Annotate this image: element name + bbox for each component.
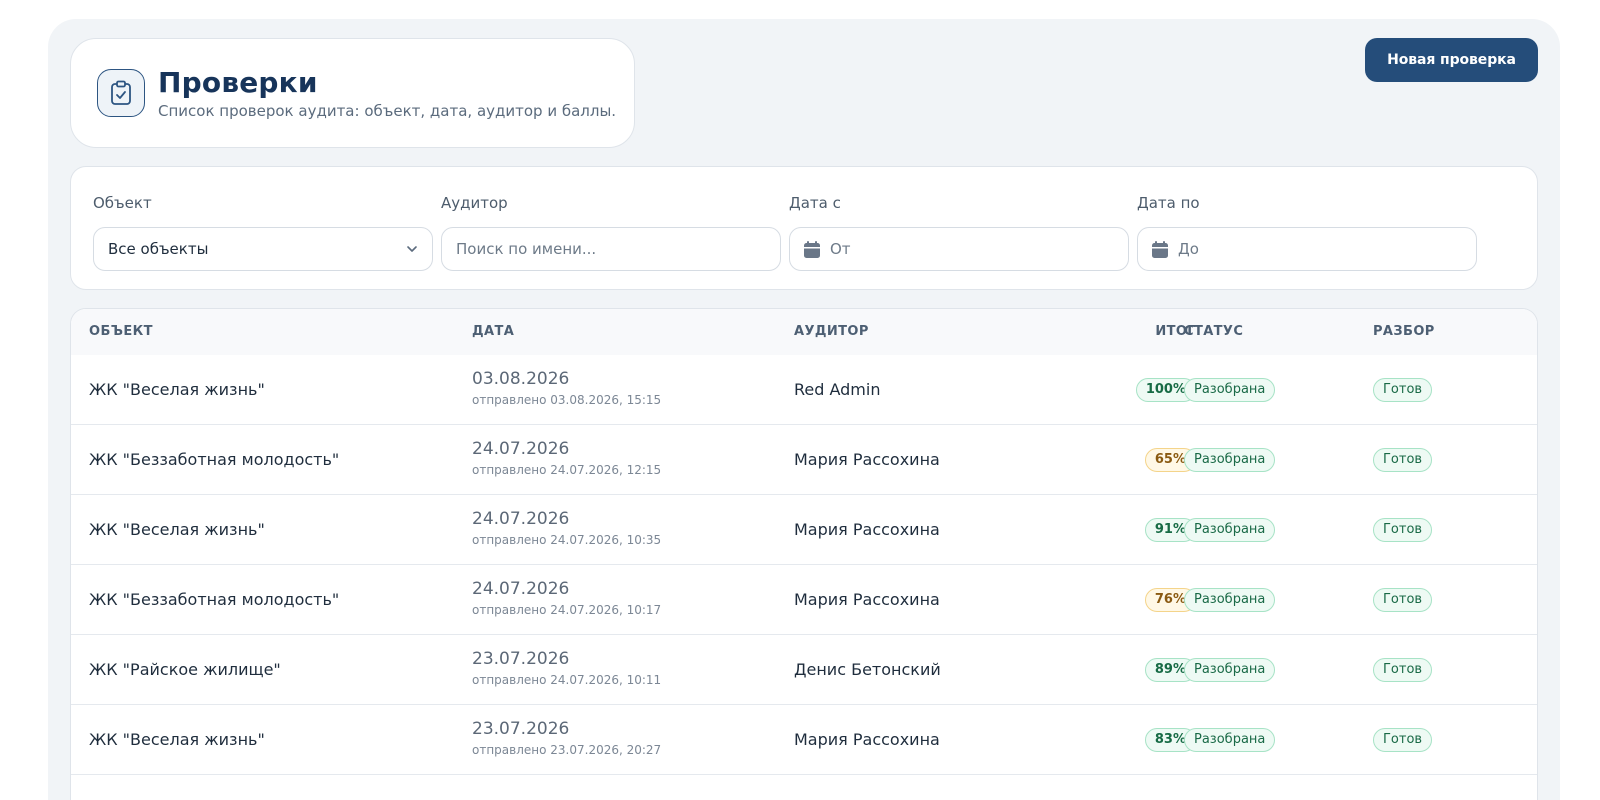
row-auditor: Мария Рассохина	[794, 730, 940, 749]
auditor-search-input[interactable]	[456, 240, 766, 258]
column-header-auditor[interactable]: АУДИТОР	[794, 324, 869, 339]
table-row[interactable]: ЖК "Райское жилище" 23.07.2026 отправлен…	[71, 635, 1537, 705]
page-content: Проверки Список проверок аудита: объект,…	[70, 38, 1538, 800]
clipboard-check-icon	[97, 69, 145, 117]
row-sent-time: отправлено 24.07.2026, 10:17	[472, 603, 662, 617]
row-date-cell: 23.07.2026 отправлено 24.07.2026, 10:11	[472, 649, 661, 687]
row-review-cell: Готов	[1373, 658, 1433, 682]
audits-table: ОБЪЕКТ ДАТА АУДИТОР ИТОГ СТАТУС РАЗБОР Ж…	[70, 308, 1538, 800]
row-auditor: Мария Рассохина	[794, 520, 940, 539]
row-review-cell: Готов	[1373, 378, 1433, 402]
row-status-cell: Разобрана	[1184, 588, 1276, 612]
row-object: ЖК "Веселая жизнь"	[89, 520, 265, 539]
review-badge: Готов	[1373, 378, 1433, 402]
review-badge: Готов	[1373, 658, 1433, 682]
calendar-icon	[804, 240, 820, 258]
column-header-review[interactable]: РАЗБОР	[1373, 324, 1435, 339]
new-audit-button[interactable]: Новая проверка	[1365, 38, 1538, 82]
filter-date-to-label: Дата по	[1137, 194, 1200, 212]
chevron-down-icon	[406, 242, 418, 256]
row-object: ЖК "Веселая жизнь"	[89, 730, 265, 749]
row-date-cell: 24.07.2026 отправлено 24.07.2026, 10:17	[472, 579, 661, 617]
row-date: 24.07.2026	[472, 579, 570, 599]
row-auditor: Red Admin	[794, 380, 881, 399]
calendar-icon	[1152, 240, 1168, 258]
review-badge: Готов	[1373, 448, 1433, 472]
filter-date-from: Дата с	[789, 193, 1129, 271]
column-header-object[interactable]: ОБЪЕКТ	[89, 324, 153, 339]
row-sent-time: отправлено 03.08.2026, 15:15	[472, 393, 662, 407]
row-review-cell: Готов	[1373, 448, 1433, 472]
row-object: ЖК "Веселая жизнь"	[89, 380, 265, 399]
row-review-cell: Готов	[1373, 518, 1433, 542]
row-date: 24.07.2026	[472, 439, 570, 459]
row-sent-time: отправлено 24.07.2026, 10:35	[472, 533, 662, 547]
auditor-search-field	[441, 227, 781, 271]
status-badge: Разобрана	[1184, 728, 1276, 752]
filter-auditor-label: Аудитор	[441, 194, 508, 212]
row-auditor: Денис Бетонский	[794, 660, 941, 679]
column-header-score[interactable]: ИТОГ	[1155, 324, 1196, 339]
table-header: ОБЪЕКТ ДАТА АУДИТОР ИТОГ СТАТУС РАЗБОР	[71, 309, 1537, 355]
row-date: 24.07.2026	[472, 509, 570, 529]
column-header-status[interactable]: СТАТУС	[1184, 324, 1244, 339]
column-header-date[interactable]: ДАТА	[472, 324, 515, 339]
row-status-cell: Разобрана	[1184, 378, 1276, 402]
row-sent-time: отправлено 24.07.2026, 10:11	[472, 673, 662, 687]
row-status-cell: Разобрана	[1184, 728, 1276, 752]
table-row[interactable]: ЖК "Беззаботная молодость" 24.07.2026 от…	[71, 565, 1537, 635]
review-badge: Готов	[1373, 518, 1433, 542]
row-auditor: Мария Рассохина	[794, 450, 940, 469]
row-date-cell: 24.07.2026 отправлено 24.07.2026, 10:35	[472, 509, 661, 547]
object-select-value: Все объекты	[108, 240, 209, 258]
date-from-input[interactable]	[830, 240, 1114, 258]
row-date-cell: 24.07.2026 отправлено 24.07.2026, 12:15	[472, 439, 661, 477]
status-badge: Разобрана	[1184, 378, 1276, 402]
row-date: 23.07.2026	[472, 719, 570, 739]
status-badge: Разобрана	[1184, 518, 1276, 542]
table-row[interactable]: ЖК "Веселая жизнь" 03.08.2026 отправлено…	[71, 355, 1537, 425]
row-review-cell: Готов	[1373, 588, 1433, 612]
filter-date-from-label: Дата с	[789, 194, 841, 212]
date-to-input[interactable]	[1178, 240, 1462, 258]
table-body: ЖК "Веселая жизнь" 03.08.2026 отправлено…	[71, 355, 1537, 775]
table-row[interactable]: ЖК "Веселая жизнь" 23.07.2026 отправлено…	[71, 705, 1537, 775]
row-review-cell: Готов	[1373, 728, 1433, 752]
row-status-cell: Разобрана	[1184, 658, 1276, 682]
date-from-field	[789, 227, 1129, 271]
date-to-field	[1137, 227, 1477, 271]
object-select[interactable]: Все объекты	[93, 227, 433, 271]
review-badge: Готов	[1373, 588, 1433, 612]
row-sent-time: отправлено 23.07.2026, 20:27	[472, 743, 662, 757]
row-status-cell: Разобрана	[1184, 518, 1276, 542]
row-date-cell: 03.08.2026 отправлено 03.08.2026, 15:15	[472, 369, 661, 407]
table-row[interactable]: ЖК "Веселая жизнь" 24.07.2026 отправлено…	[71, 495, 1537, 565]
status-badge: Разобрана	[1184, 588, 1276, 612]
row-date: 23.07.2026	[472, 649, 570, 669]
row-auditor: Мария Рассохина	[794, 590, 940, 609]
row-object: ЖК "Беззаботная молодость"	[89, 590, 340, 609]
filter-date-to: Дата по	[1137, 193, 1477, 271]
page-header: Проверки Список проверок аудита: объект,…	[70, 38, 635, 148]
row-object: ЖК "Беззаботная молодость"	[89, 450, 340, 469]
row-date: 03.08.2026	[472, 369, 570, 389]
app-shell: Проверки Список проверок аудита: объект,…	[48, 19, 1560, 800]
page-subtitle: Список проверок аудита: объект, дата, ау…	[158, 101, 617, 120]
filter-object-label: Объект	[93, 194, 152, 212]
filter-auditor: Аудитор	[441, 193, 781, 271]
filter-object: Объект Все объекты	[93, 193, 433, 271]
review-badge: Готов	[1373, 728, 1433, 752]
table-row[interactable]: ЖК "Беззаботная молодость" 24.07.2026 от…	[71, 425, 1537, 495]
page-title: Проверки	[158, 65, 318, 99]
status-badge: Разобрана	[1184, 658, 1276, 682]
row-object: ЖК "Райское жилище"	[89, 660, 281, 679]
row-date-cell: 23.07.2026 отправлено 23.07.2026, 20:27	[472, 719, 661, 757]
status-badge: Разобрана	[1184, 448, 1276, 472]
filters-panel: Объект Все объекты Аудитор Дата с	[70, 166, 1538, 290]
row-sent-time: отправлено 24.07.2026, 12:15	[472, 463, 662, 477]
row-status-cell: Разобрана	[1184, 448, 1276, 472]
